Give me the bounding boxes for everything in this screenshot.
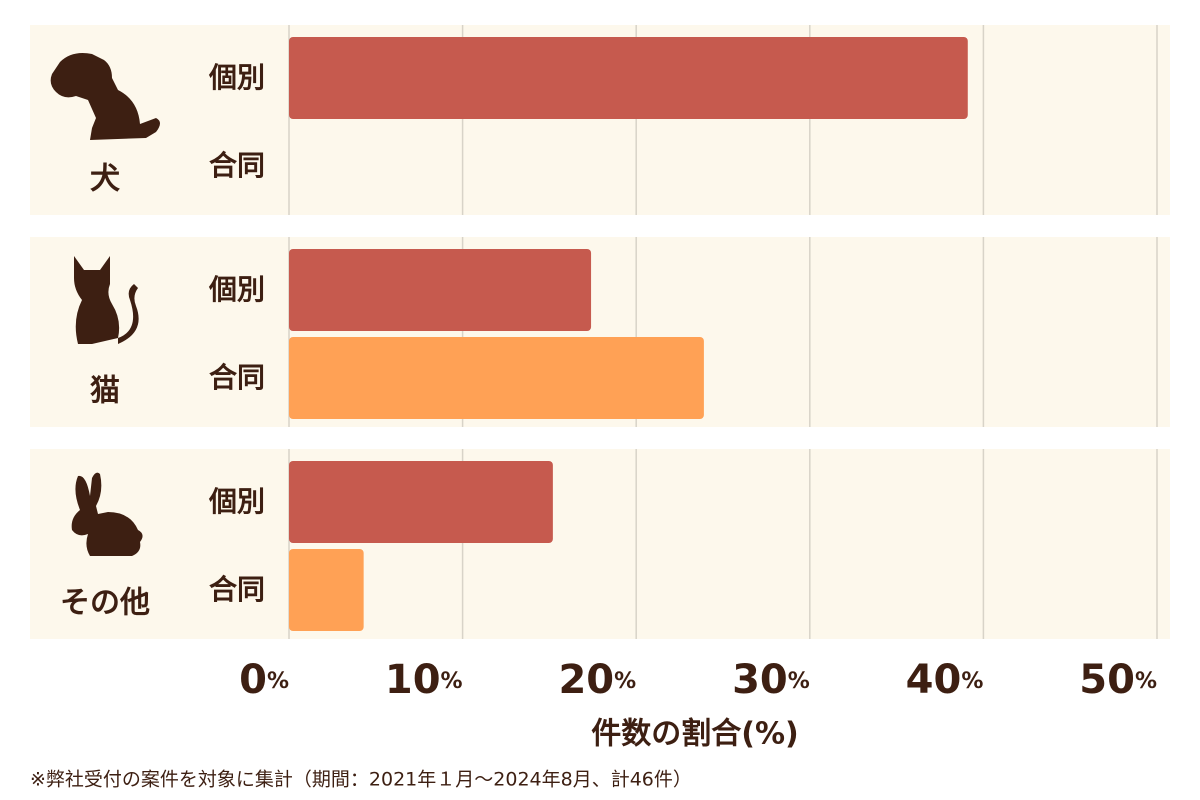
bar [289, 249, 592, 331]
group-panel [30, 449, 1170, 639]
x-tick-label: 0% [239, 657, 289, 703]
rabbit-icon [71, 472, 143, 556]
x-axis-title: 件数の割合(%) [591, 717, 798, 752]
series-label: 合同 [209, 149, 265, 182]
dog-icon [50, 53, 160, 140]
series-label: 合同 [209, 361, 265, 394]
bar [289, 549, 364, 631]
category-label: 犬 [90, 162, 120, 197]
series-label: 個別 [208, 273, 265, 306]
bar [289, 337, 704, 419]
x-tick-label: 40% [906, 657, 984, 703]
category-label: その他 [60, 586, 150, 621]
bar [289, 461, 553, 543]
x-tick-label: 10% [385, 657, 463, 703]
x-tick-label: 50% [1079, 657, 1157, 703]
category-label: 猫 [90, 374, 120, 409]
series-label: 合同 [209, 573, 265, 606]
series-label: 個別 [208, 61, 265, 94]
cat-icon [74, 256, 139, 344]
icons [50, 53, 160, 556]
x-tick-label: 30% [732, 657, 810, 703]
series-label: 個別 [208, 485, 265, 518]
footnote: ※弊社受付の案件を対象に集計（期間：2021年１月〜2024年8月、計46件） [30, 769, 692, 791]
x-tick-label: 20% [558, 657, 636, 703]
bar [289, 37, 968, 119]
